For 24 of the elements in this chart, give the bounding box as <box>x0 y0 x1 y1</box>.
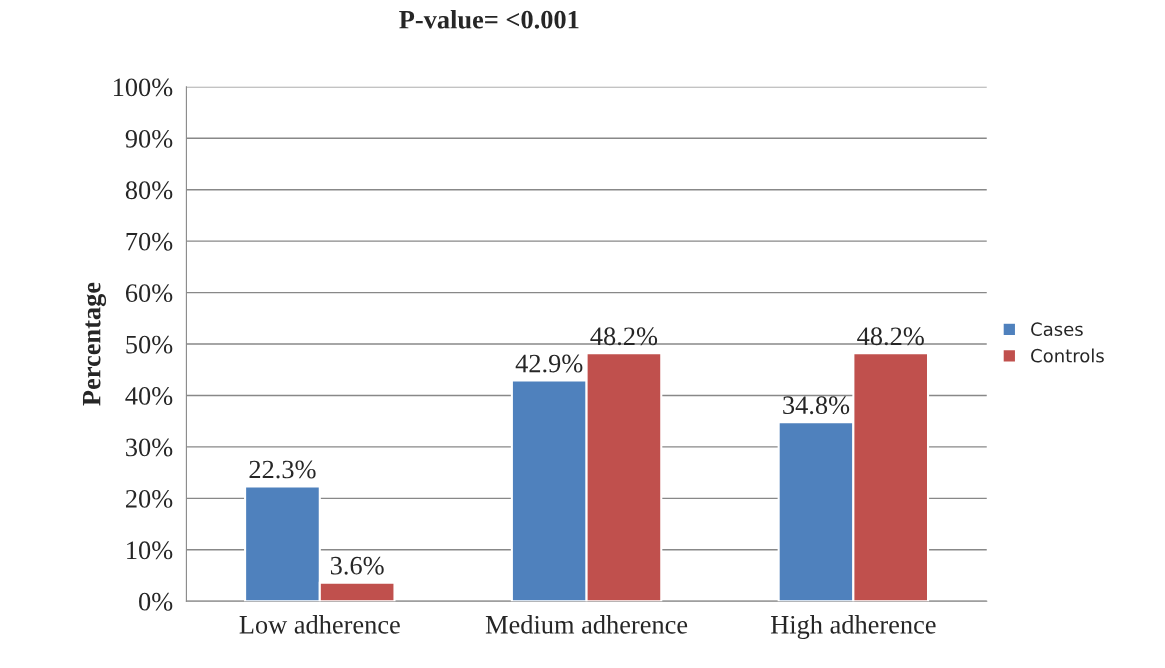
y-tick-label: 50% <box>126 335 173 354</box>
chart-title: P-value= <0.001 <box>399 10 579 29</box>
y-tick-label: 0% <box>139 592 173 611</box>
data-label: 34.8% <box>783 396 850 415</box>
y-tick-label: 20% <box>125 489 173 508</box>
data-label: 42.9% <box>515 354 583 373</box>
x-tick-label: Low adherence <box>239 615 400 634</box>
legend-label: Controls <box>1031 348 1104 363</box>
y-tick-label: 10% <box>127 541 173 560</box>
y-tick-label: 30% <box>126 438 173 457</box>
x-tick-label: High adherence <box>770 615 936 640</box>
y-tick-label: 90% <box>125 129 173 148</box>
data-label: 48.2% <box>590 327 658 346</box>
y-tick-label: 70% <box>126 232 173 251</box>
legend-label: Cases <box>1031 322 1083 337</box>
y-tick-label: 80% <box>125 181 173 200</box>
data-label: 22.3% <box>249 460 316 479</box>
y-tick-label: 100% <box>113 78 173 97</box>
y-axis-title: Percentage <box>82 282 107 406</box>
data-label: 3.6% <box>330 556 384 575</box>
y-tick-label: 40% <box>125 387 173 405</box>
x-tick-label: Medium adherence <box>485 615 688 634</box>
y-tick-label: 60% <box>125 284 173 303</box>
data-label: 48.2% <box>857 327 924 346</box>
